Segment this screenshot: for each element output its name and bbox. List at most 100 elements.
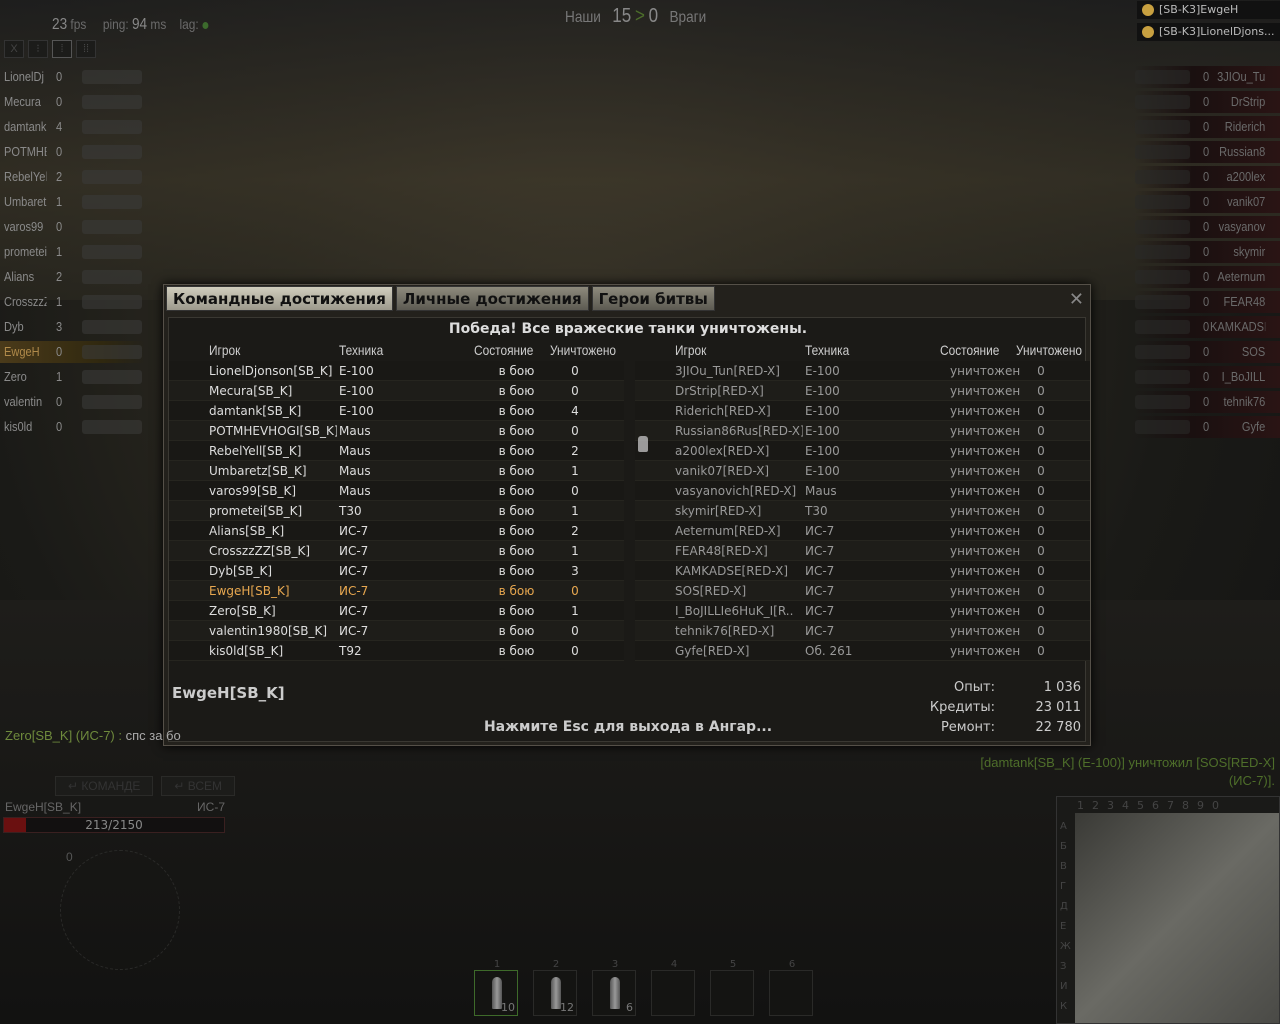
ammo-slot-6[interactable]: 6	[769, 959, 813, 1016]
tank-silhouette-icon	[82, 70, 142, 84]
tank-silhouette-icon	[1135, 245, 1190, 259]
status-cell: уничтожен	[950, 424, 1021, 438]
tab-team-achievements[interactable]: Командные достижения	[166, 286, 393, 311]
table-row: EwgeH[SB_K] ИС-7 в бою 0	[169, 581, 624, 601]
kills-cell: 0	[1037, 524, 1045, 538]
kills-cell: 2	[571, 444, 579, 458]
kills-cell: 0	[1037, 564, 1045, 578]
vehicle-cell: ИС-7	[339, 624, 369, 638]
ally-name: Alians	[4, 269, 35, 284]
table-row: skymir[RED-X] T30 уничтожен 0	[635, 501, 1090, 521]
status-cell: уничтожен	[950, 564, 1021, 578]
team-score: Наши 15 > 0 Враги	[565, 5, 706, 28]
enemy-frags: 0	[1203, 319, 1210, 334]
result-label: Опыт:	[954, 680, 995, 695]
tank-silhouette-icon	[82, 145, 142, 159]
kills-cell: 0	[1037, 384, 1045, 398]
ally-panel-row: EwgeH 0	[0, 341, 145, 363]
mode-full-button[interactable]: ⁞⁞	[76, 40, 96, 58]
ping-label: ping:	[102, 16, 129, 32]
tank-silhouette-icon	[82, 195, 142, 209]
ammo-slot-2[interactable]: 2 12	[533, 959, 577, 1016]
enemy-frags: 0	[1203, 394, 1210, 409]
status-cell: уничтожен	[950, 464, 1021, 478]
enemy-frags: 0	[1203, 219, 1210, 234]
minimap-col-label: 7	[1167, 799, 1174, 812]
minimap-row-label: A	[1060, 821, 1067, 832]
tab-personal-achievements[interactable]: Личные достижения	[395, 286, 589, 311]
ally-name: Zero	[4, 369, 27, 384]
result-value: 22 780	[1035, 720, 1082, 735]
dialog-tabs: Командные достижения Личные достижения Г…	[166, 286, 715, 311]
minimap-row-label: З	[1060, 961, 1067, 972]
status-cell: в бою	[498, 404, 535, 418]
mode-hide-button[interactable]: X	[4, 40, 24, 58]
table-row: vanik07[RED-X] E-100 уничтожен 0	[635, 461, 1090, 481]
player-cell: RebelYell[SB_K]	[209, 444, 302, 458]
ours-label: Наши	[565, 9, 601, 26]
kills-cell: 0	[571, 584, 579, 598]
tank-silhouette-icon	[1135, 195, 1190, 209]
kills-cell: 0	[1037, 644, 1045, 658]
table-row: LionelDjonson[SB_K] E-100 в бою 0	[169, 361, 624, 381]
mode-short-button[interactable]: ⁝	[28, 40, 48, 58]
enemy-frags: 0	[1203, 194, 1210, 209]
table-row: Dyb[SB_K] ИС-7 в бою 3	[169, 561, 624, 581]
vehicle-cell: T92	[339, 644, 362, 658]
vehicle-cell: ИС-7	[339, 604, 369, 618]
battle-results-dialog: Командные достижения Личные достижения Г…	[163, 284, 1091, 746]
enemy-name: 3JIOu_Tu	[1217, 69, 1266, 84]
ally-panel-row: LionelDj 0	[0, 66, 145, 88]
column-header: Техника	[805, 342, 850, 358]
close-icon[interactable]: ✕	[1068, 289, 1084, 310]
enemy-panel-row: 0 SOS	[1135, 341, 1280, 363]
status-cell: уничтожен	[950, 504, 1021, 518]
column-header: Игрок	[209, 342, 241, 358]
table-row: 3JIOu_Tun[RED-X] E-100 уничтожен 0	[635, 361, 1090, 381]
vehicle-cell: Maus	[339, 424, 371, 438]
chat-all-button[interactable]: ↵ ВСЕМ	[161, 776, 236, 796]
minimap-row-label: И	[1060, 981, 1068, 992]
ammo-slot-1[interactable]: 1 10	[474, 959, 518, 1016]
ally-frags: 0	[56, 419, 63, 434]
minimap-col-label: 0	[1212, 799, 1219, 812]
table-row: KAMKADSE[RED-X] ИС-7 уничтожен 0	[635, 561, 1090, 581]
ally-frags: 0	[56, 94, 63, 109]
shell-icon	[551, 977, 561, 1009]
ammo-slot-4[interactable]: 4	[651, 959, 695, 1016]
ally-panel-row: Dyb 3	[0, 316, 145, 338]
tank-silhouette-icon	[82, 120, 142, 134]
table-header: Игрок Техника Состояние Уничтожено	[635, 341, 1090, 361]
tank-silhouette-icon	[1135, 220, 1190, 234]
table-row: kis0ld[SB_K] T92 в бою 0	[169, 641, 624, 661]
minimap-row-label: Г	[1060, 881, 1067, 892]
ally-name: LionelDj	[4, 69, 44, 84]
tab-battle-heroes[interactable]: Герои битвы	[591, 286, 715, 311]
platoon-member: [SB-K3]LionelDjons...	[1137, 23, 1280, 41]
slot-key: 6	[788, 959, 796, 970]
mode-medium-button[interactable]: ⁞	[52, 40, 72, 58]
kills-cell: 0	[1037, 544, 1045, 558]
kills-cell: 0	[1037, 484, 1045, 498]
perf-stats: 23 fps ping: 94 ms lag:	[52, 16, 209, 34]
ally-frags: 0	[56, 219, 63, 234]
chat-team-button[interactable]: ↵ КОМАНДЕ	[55, 776, 154, 796]
player-cell: 3JIOu_Tun[RED-X]	[675, 364, 780, 378]
kills-cell: 0	[1037, 624, 1045, 638]
status-cell: уничтожен	[950, 364, 1021, 378]
tank-silhouette-icon	[1135, 395, 1190, 409]
ally-frags: 2	[56, 269, 63, 284]
platoon-icon	[1142, 4, 1154, 16]
player-cell: Mecura[SB_K]	[209, 384, 293, 398]
tank-silhouette-icon	[1135, 170, 1190, 184]
lag-indicator-icon	[202, 22, 209, 29]
status-cell: в бою	[498, 544, 535, 558]
player-cell: EwgeH[SB_K]	[209, 584, 290, 598]
tank-silhouette-icon	[1135, 70, 1190, 84]
kills-cell: 0	[1037, 404, 1045, 418]
ammo-slot-5[interactable]: 5	[710, 959, 754, 1016]
platoon-member: [SB-K3]EwgeH	[1137, 1, 1280, 19]
